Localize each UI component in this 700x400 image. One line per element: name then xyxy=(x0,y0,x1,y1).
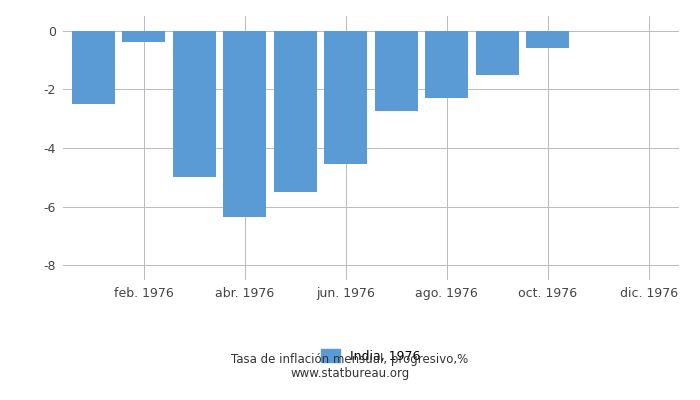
Bar xyxy=(72,31,115,104)
Bar xyxy=(324,31,368,164)
Legend: India, 1976: India, 1976 xyxy=(316,344,426,368)
Bar xyxy=(122,31,165,42)
Bar xyxy=(476,31,519,75)
Text: www.statbureau.org: www.statbureau.org xyxy=(290,368,410,380)
Bar xyxy=(526,31,569,48)
Bar xyxy=(374,31,418,111)
Bar xyxy=(274,31,316,192)
Bar xyxy=(223,31,266,217)
Bar xyxy=(426,31,468,98)
Bar xyxy=(173,31,216,177)
Text: Tasa de inflación mensual, progresivo,%: Tasa de inflación mensual, progresivo,% xyxy=(232,354,468,366)
